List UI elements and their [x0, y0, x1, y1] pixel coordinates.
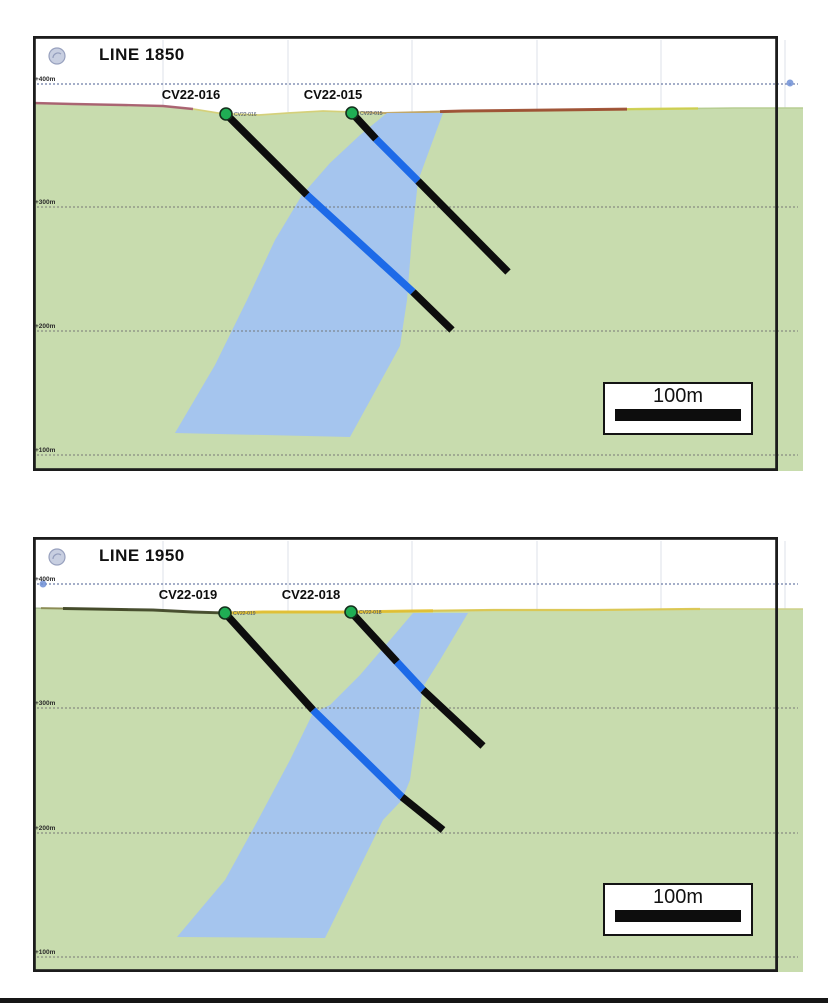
- surface-geology-band: [432, 607, 700, 612]
- elevation-label-400m: +400m: [35, 76, 56, 83]
- collar-tiny-label: CV22-018: [359, 610, 382, 616]
- drill-trace: [410, 289, 455, 333]
- elevation-label-100m: +100m: [35, 447, 56, 454]
- scale-bar-rule: [615, 910, 741, 922]
- collar-marker: [344, 605, 358, 619]
- drill-intercept-mineralized: [310, 707, 405, 800]
- mineralized-zone-polygon: [177, 613, 468, 938]
- drillhole-label-cv22-015: CV22-015: [303, 87, 363, 102]
- cross-section-panel-line-1850: CV22-016 CV22-015 LINE 1850 +400m +300m +…: [33, 36, 803, 471]
- page-bottom-divider: [0, 998, 828, 1003]
- surface-geology-band: [62, 607, 224, 615]
- drill-intercept-mineralized: [304, 192, 416, 295]
- section-title: LINE 1850: [99, 45, 185, 64]
- section-drawing-1850: CV22-016 CV22-015: [33, 36, 803, 471]
- drill-trace: [348, 609, 400, 665]
- elevation-label-300m: +300m: [35, 199, 56, 206]
- surface-geology-band: [626, 107, 699, 111]
- scale-bar-rule: [615, 409, 741, 421]
- cross-section-panel-line-1950: CV22-019 CV22-018 LINE 1950 +400m +300m +…: [33, 537, 803, 972]
- collar-tiny-label: CV22-016: [234, 112, 257, 118]
- elevation-label-400m: +400m: [35, 576, 56, 583]
- collar-tiny-label: CV22-015: [360, 111, 383, 117]
- compass-icon-detail: [52, 553, 62, 560]
- elevation-label-200m: +200m: [35, 825, 56, 832]
- collar-marker: [218, 606, 232, 620]
- section-line-end-marker: [39, 580, 47, 588]
- drillhole-label-cv22-018: CV22-018: [281, 587, 341, 602]
- section-line-end-marker: [786, 79, 794, 87]
- scale-bar-label: 100m: [652, 886, 704, 908]
- drill-intercept-mineralized: [373, 136, 421, 184]
- drill-trace: [415, 178, 511, 275]
- drill-trace: [399, 794, 446, 833]
- mineralized-zone-polygon: [175, 113, 443, 437]
- compass-icon-detail: [52, 52, 62, 59]
- surface-geology-band: [439, 107, 628, 114]
- drill-trace: [420, 687, 486, 749]
- collar-tiny-label: CV22-019: [233, 611, 256, 617]
- compass-icon: [48, 47, 66, 65]
- panel-frame: [33, 36, 779, 471]
- drill-trace: [222, 610, 316, 713]
- elevation-label-200m: +200m: [35, 323, 56, 330]
- drillhole-label-cv22-016: CV22-016: [161, 87, 221, 102]
- elevation-label-100m: +100m: [35, 949, 56, 956]
- panel-frame: [33, 537, 779, 972]
- drillhole-label-cv22-019: CV22-019: [158, 587, 218, 602]
- elevation-label-300m: +300m: [35, 700, 56, 707]
- surface-geology-band: [33, 101, 194, 111]
- section-title: LINE 1950: [99, 546, 185, 565]
- drill-trace: [223, 111, 310, 198]
- collar-marker: [219, 107, 233, 121]
- compass-icon: [48, 548, 66, 566]
- drill-intercept-mineralized: [394, 659, 426, 693]
- scale-bar-label: 100m: [652, 385, 704, 407]
- scale-bar: 100m: [603, 883, 753, 936]
- surface-geology-band: [362, 110, 441, 115]
- scale-bar: 100m: [603, 382, 753, 435]
- collar-marker: [345, 106, 359, 120]
